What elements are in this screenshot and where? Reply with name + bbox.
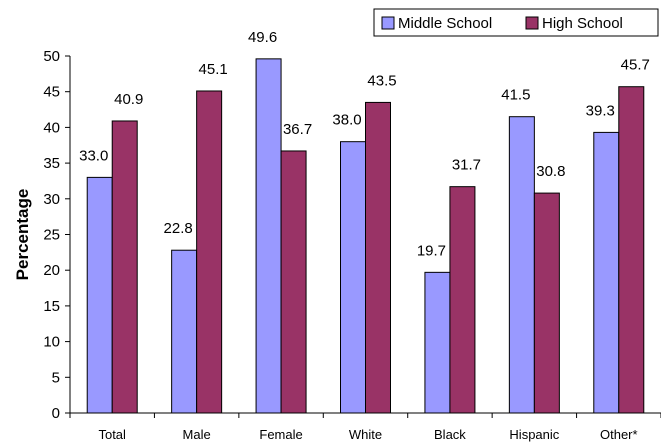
data-label: 41.5 [501, 87, 530, 104]
legend-box [373, 8, 659, 37]
y-tick-label: 5 [52, 369, 60, 386]
y-tick-label: 0 [52, 405, 60, 422]
y-tick-label: 15 [43, 298, 60, 315]
data-label: 19.7 [417, 242, 446, 259]
bar [449, 186, 476, 414]
y-tick-label: 40 [43, 119, 60, 136]
data-label: 39.3 [586, 102, 615, 119]
data-label: 40.9 [114, 91, 143, 108]
legend-label: Middle School [398, 15, 492, 32]
data-label: 38.0 [332, 112, 361, 129]
bar [508, 116, 535, 414]
y-tick-label: 50 [43, 48, 60, 65]
data-label: 30.8 [536, 163, 565, 180]
x-tick-label: Female [259, 427, 302, 442]
data-label: 22.8 [164, 220, 193, 237]
data-label: 36.7 [283, 121, 312, 138]
y-tick-label: 30 [43, 191, 60, 208]
y-axis: 0 5 10 15 20 25 30 35 40 45 50 [43, 48, 71, 422]
legend-swatch [525, 16, 539, 30]
data-labels: 33.0 22.8 49.6 38.0 19.7 41.5 39.3 40.9 45.1 36.7… [79, 29, 650, 259]
x-tick-label: Hispanic [509, 427, 559, 442]
bar [618, 86, 645, 414]
x-tick-label: Total [98, 427, 126, 442]
data-label: 33.0 [79, 147, 108, 164]
x-tick-label: White [349, 427, 382, 442]
bars [86, 58, 645, 414]
y-axis-title: Percentage [13, 189, 32, 281]
legend-swatch [381, 16, 395, 30]
data-label: 45.7 [621, 57, 650, 74]
bar [86, 176, 113, 414]
bar [533, 192, 560, 414]
x-tick-label: Black [434, 427, 466, 442]
y-tick-label: 25 [43, 227, 60, 244]
bar [196, 90, 223, 414]
y-tick-label: 45 [43, 84, 60, 101]
bar [255, 58, 282, 414]
y-tick-label: 20 [43, 262, 60, 279]
bar [111, 120, 138, 414]
y-tick-label: 10 [43, 334, 60, 351]
data-label: 31.7 [452, 157, 481, 174]
legend-label: High School [542, 15, 623, 32]
bar [424, 271, 451, 414]
bar [365, 101, 391, 414]
x-tick-label: Other* [600, 427, 638, 442]
bar [593, 131, 620, 414]
x-tick-label: Male [183, 427, 211, 442]
data-label: 43.5 [367, 72, 396, 89]
data-label: 49.6 [248, 29, 277, 46]
bar [280, 150, 307, 414]
bar [171, 249, 198, 414]
y-tick-label: 35 [43, 155, 60, 172]
x-axis: Total Male Female White Black Hispanic Other* [69, 412, 661, 442]
bar [340, 141, 366, 414]
legend: Middle School High School [373, 8, 659, 37]
data-label: 45.1 [199, 61, 228, 78]
